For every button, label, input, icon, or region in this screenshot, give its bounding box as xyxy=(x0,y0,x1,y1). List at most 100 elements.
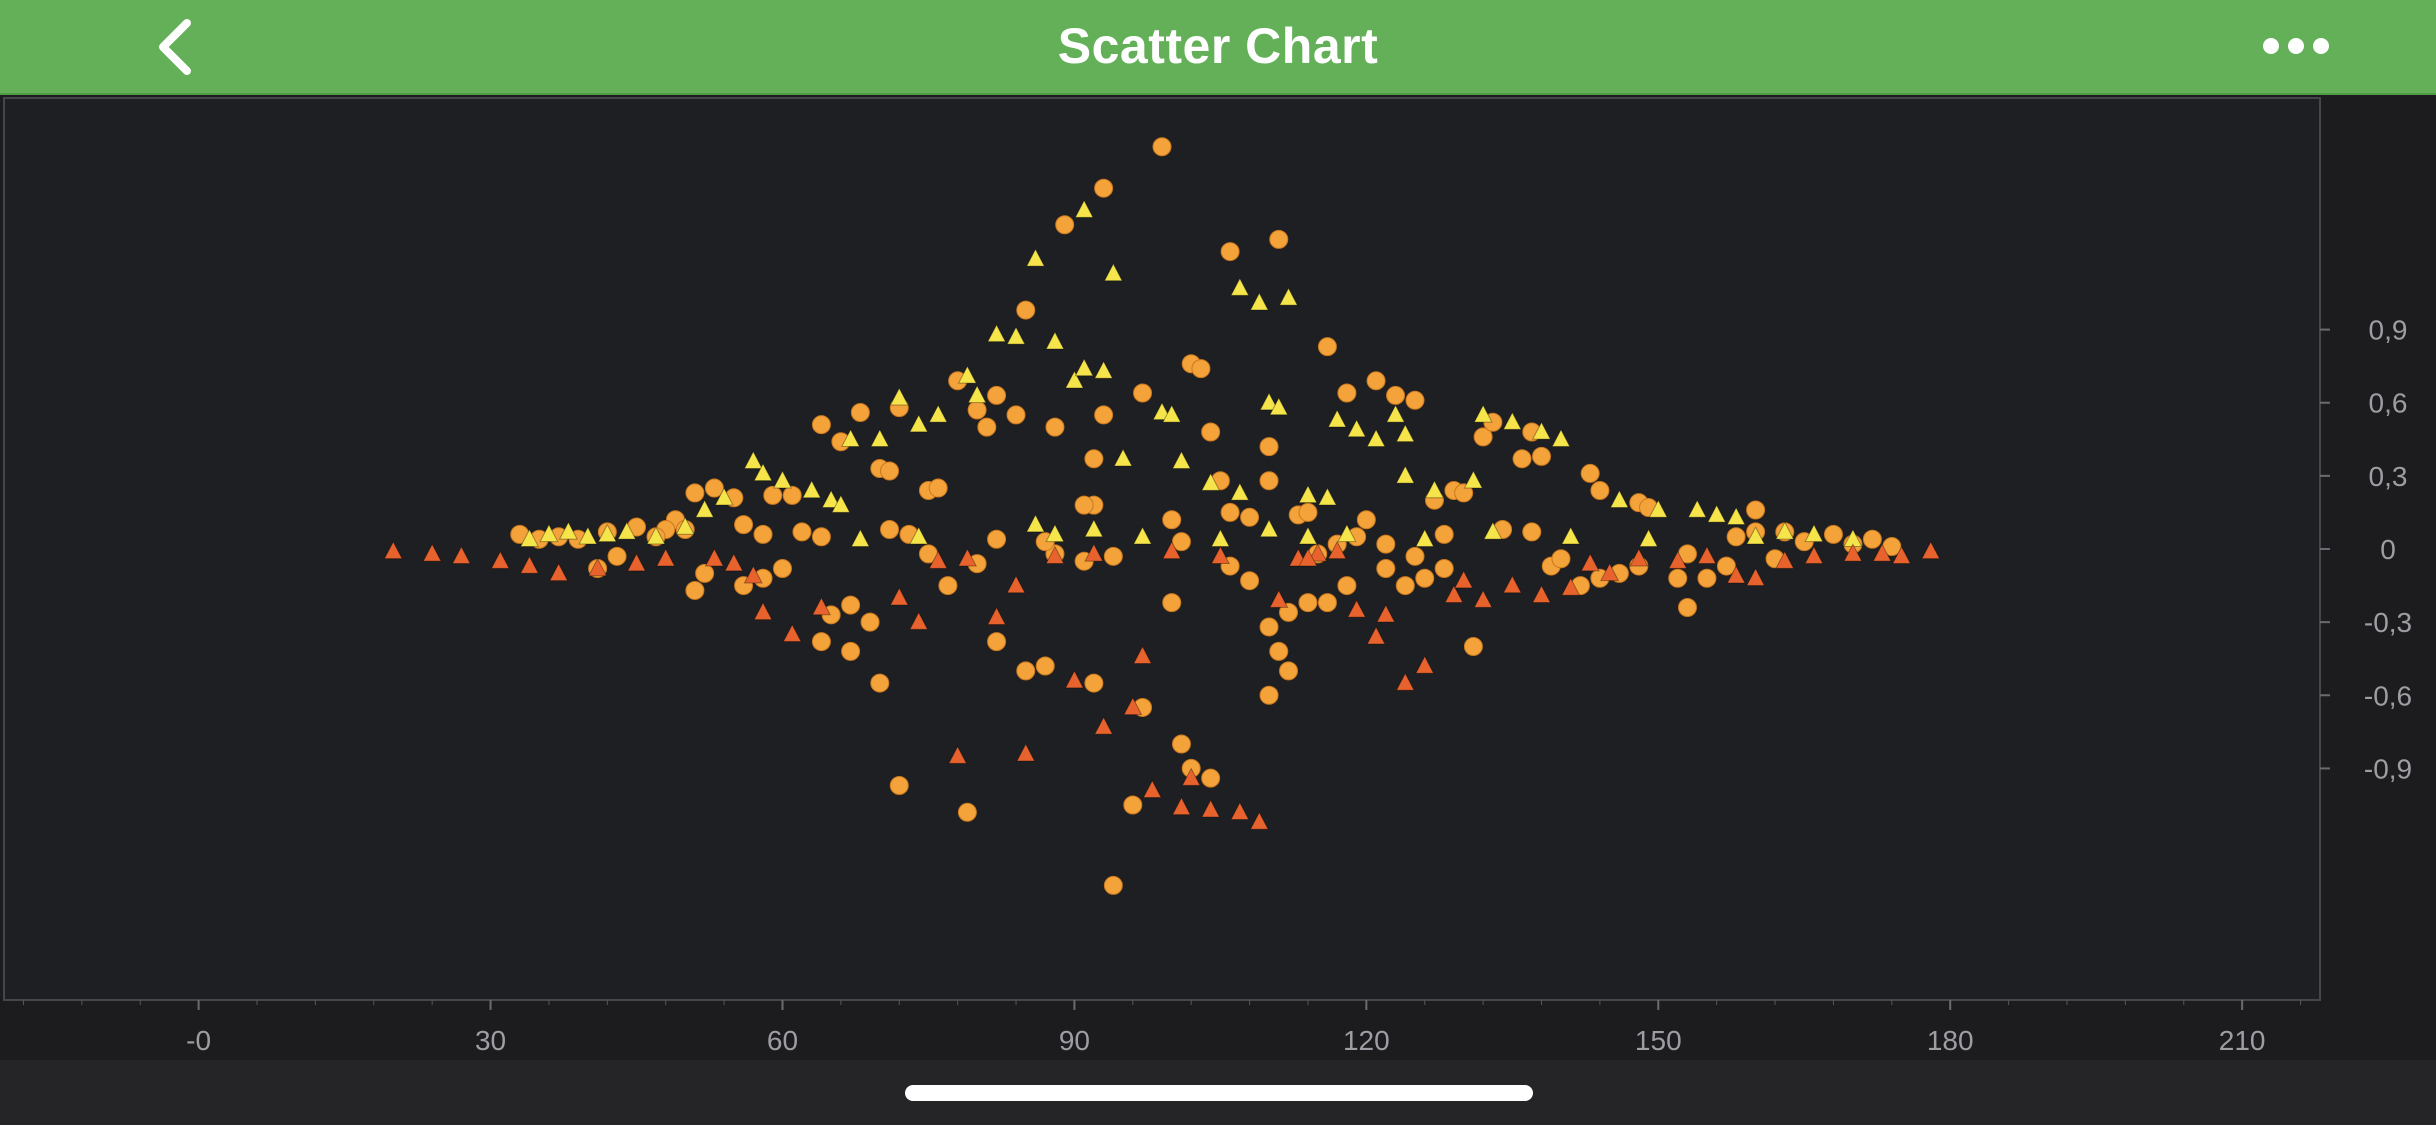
scatter-point xyxy=(1415,655,1435,674)
scatter-point xyxy=(1016,661,1036,681)
scatter-point xyxy=(987,529,1007,549)
scatter-point xyxy=(753,601,773,621)
scatter-point xyxy=(1259,437,1279,457)
scatter-point xyxy=(519,555,540,574)
scatter-point xyxy=(1590,480,1610,500)
more-options-button[interactable] xyxy=(2246,14,2346,78)
scatter-point xyxy=(1872,543,1892,562)
scatter-point xyxy=(1532,446,1552,466)
scatter-point xyxy=(772,470,793,489)
scatter-point xyxy=(646,526,666,545)
scatter-point xyxy=(1921,540,1941,560)
scatter-point xyxy=(1804,523,1824,543)
home-indicator[interactable] xyxy=(905,1085,1533,1101)
scatter-point xyxy=(1259,471,1279,491)
chevron-left-icon xyxy=(159,19,191,75)
scatter-point xyxy=(1152,137,1172,157)
scatter-point xyxy=(948,745,968,764)
scatter-point xyxy=(451,545,471,565)
scatter-point xyxy=(1035,656,1055,676)
scatter-point xyxy=(811,596,832,616)
scatter-point xyxy=(1123,696,1143,716)
scatter-point xyxy=(782,623,802,643)
y-tick-label: -0,6 xyxy=(2364,680,2412,711)
scatter-point xyxy=(1064,669,1085,689)
scatter-point xyxy=(490,550,510,569)
scatter-point xyxy=(1084,673,1104,693)
scatter-point xyxy=(1123,795,1143,815)
scatter-point xyxy=(685,483,705,503)
scatter-point xyxy=(1162,540,1182,560)
scatter-point xyxy=(1201,768,1221,788)
scatter-point xyxy=(1259,518,1279,538)
scatter-point xyxy=(1016,300,1036,320)
scatter-point xyxy=(1463,637,1483,657)
scatter-point xyxy=(909,611,929,630)
scatter-point xyxy=(1502,411,1522,430)
scatter-point xyxy=(1677,598,1697,618)
scatter-point xyxy=(1415,568,1435,588)
y-tick-label: -0,3 xyxy=(2364,607,2412,638)
scatter-point xyxy=(1162,404,1182,423)
scatter-point xyxy=(1308,543,1328,562)
scatter-point xyxy=(938,576,958,596)
scatter-point xyxy=(1298,526,1318,545)
scatter-point xyxy=(1298,484,1318,504)
scatter-point xyxy=(1191,359,1211,379)
scatter-point xyxy=(1220,242,1240,262)
scatter-point xyxy=(1269,229,1289,249)
scatter-point xyxy=(1249,811,1269,830)
scatter-point xyxy=(1220,502,1240,522)
scatter-point xyxy=(1415,528,1435,547)
scatter-point xyxy=(870,673,890,693)
scatter-point xyxy=(1171,532,1191,552)
scatter-point xyxy=(1454,570,1474,589)
scatter-point xyxy=(1210,545,1231,565)
scatter-point xyxy=(1395,576,1415,596)
scatter-point xyxy=(753,524,773,544)
scatter-point xyxy=(1687,499,1707,518)
scatter-point xyxy=(1064,370,1085,389)
scatter-point xyxy=(1726,565,1746,584)
y-tick-label: 0 xyxy=(2380,534,2396,565)
x-tick-label: 180 xyxy=(1927,1025,1974,1056)
scatter-point xyxy=(889,775,909,795)
scatter-point xyxy=(1249,292,1269,311)
back-button[interactable] xyxy=(140,12,210,82)
scatter-point xyxy=(1346,418,1367,438)
scatter-point xyxy=(840,428,861,447)
scatter-point xyxy=(1395,465,1415,484)
scatter-point xyxy=(1561,577,1581,596)
scatter-point xyxy=(1600,562,1620,582)
scatter-point xyxy=(792,522,812,542)
scatter-point xyxy=(1132,645,1153,664)
scatter-point xyxy=(714,487,734,506)
scatter-point xyxy=(1152,401,1172,421)
scatter-point xyxy=(1337,523,1357,543)
scatter-point xyxy=(889,387,909,406)
scatter-chart[interactable]: 0,9 0,6 0,3 0 -0,3 -0,6 -0,9 -0 30 60 90 120 150 180… xyxy=(0,95,2436,1060)
scatter-point xyxy=(617,521,637,540)
scatter-point xyxy=(1366,371,1386,391)
scatter-point xyxy=(1502,574,1522,594)
scatter-point xyxy=(850,402,870,422)
scatter-point xyxy=(1230,277,1250,296)
x-tick-label: 30 xyxy=(475,1025,506,1056)
scatter-point xyxy=(1580,552,1600,572)
scatter-point xyxy=(1356,510,1376,530)
app-bar: Scatter Chart xyxy=(0,0,2436,95)
scatter-point xyxy=(1084,518,1104,538)
scatter-point xyxy=(1823,524,1843,544)
scatter-point xyxy=(724,552,744,572)
x-tick-label: 150 xyxy=(1635,1025,1682,1056)
scatter-point xyxy=(1668,550,1688,569)
scatter-point xyxy=(802,479,822,499)
scatter-point xyxy=(539,523,559,543)
scatter-point xyxy=(1551,549,1571,569)
scatter-point xyxy=(850,528,870,547)
scatter-point xyxy=(1746,500,1766,520)
scatter-point xyxy=(967,384,987,404)
scatter-point xyxy=(1463,470,1484,489)
scatter-point xyxy=(1045,523,1065,543)
y-tick-label: 0,6 xyxy=(2369,388,2408,419)
